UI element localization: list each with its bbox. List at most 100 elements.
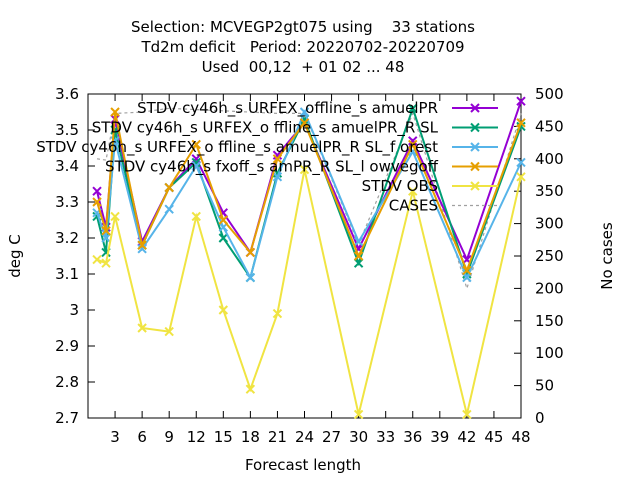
data-point	[353, 258, 364, 268]
data-point	[101, 226, 111, 236]
data-point	[299, 118, 310, 128]
series-line-3	[96, 109, 522, 281]
y-tick-label: 2.8	[55, 373, 79, 391]
data-point	[191, 157, 201, 168]
y2-tick-label: 50	[535, 377, 554, 395]
data-point	[92, 254, 102, 265]
legend-label: STDV cy46h_s URFEX_offline_s amuelPR	[137, 99, 438, 118]
x-tick-label: 6	[137, 428, 147, 446]
data-point	[245, 384, 256, 394]
data-point	[164, 204, 174, 214]
legend-label: CASES	[389, 197, 438, 215]
legend-label: STDV cy46h_s URFEX_o ffline_s amuelPR_R …	[92, 119, 439, 138]
chart-title: Selection: MCVEGP2gt075 using 33 station…	[131, 18, 475, 76]
legend-entry: STDV OBS	[362, 177, 498, 195]
data-point	[191, 154, 201, 164]
legend-entry: STDV cy46h_s URFEX_o ffline_s amuelPR_R …	[36, 138, 498, 157]
x-tick-label: 45	[484, 428, 503, 446]
series-line-5	[96, 169, 522, 415]
y2-tick-label: 0	[535, 409, 545, 427]
x-tick-label: 33	[376, 428, 395, 446]
data-point	[299, 164, 310, 175]
x-tick-label: 12	[187, 428, 206, 446]
y-tick-label: 3.2	[55, 229, 79, 247]
title-line-2: Td2m deficit Period: 20220702-20220709	[140, 38, 464, 56]
data-point	[218, 215, 229, 225]
y2-tick-label: 150	[535, 312, 564, 330]
legend-label: STDV OBS	[362, 177, 438, 195]
axis-ticks: 2.7 2.8 2.9 3 3.1 3.2 3.3 3.4 3.5 3.6 0 50 100 150 200…	[55, 85, 564, 446]
y-tick-label: 2.7	[55, 409, 79, 427]
data-point	[137, 244, 147, 254]
data-point	[164, 326, 174, 337]
y2-tick-label: 100	[535, 344, 564, 362]
legend-entry: STDV cy46h_s URFEX_offline_s amuelPR	[137, 99, 498, 118]
x-tick-label: 36	[403, 428, 422, 446]
data-point	[218, 233, 229, 243]
data-point	[245, 247, 256, 258]
data-point	[462, 409, 472, 420]
x-tick-label: 24	[295, 428, 314, 446]
y2-tick-label: 450	[535, 117, 564, 135]
y2-tick-label: 500	[535, 85, 564, 103]
series-layer	[92, 96, 526, 420]
y2-tick-label: 400	[535, 150, 564, 168]
legend-label: STDV cy46h_s fxoff_s amPR_R SL_l owvegof…	[105, 158, 439, 177]
data-point	[92, 197, 102, 207]
title-line-3: Used 00,12 + 01 02 ... 48	[202, 58, 405, 76]
title-line-1: Selection: MCVEGP2gt075 using 33 station…	[131, 18, 475, 36]
data-point	[101, 233, 111, 243]
x-tick-label: 15	[214, 428, 233, 446]
y-tick-label: 3.1	[55, 265, 79, 283]
data-point	[191, 161, 201, 171]
x-tick-label: 48	[511, 428, 530, 446]
y-tick-label: 3.3	[55, 193, 79, 211]
x-tick-label: 27	[322, 428, 341, 446]
data-point	[110, 211, 120, 222]
series-line-2	[96, 105, 522, 280]
data-point	[272, 308, 283, 319]
y-tick-label: 3.4	[55, 157, 79, 175]
data-point	[272, 150, 283, 160]
x-tick-label: 42	[457, 428, 476, 446]
data-point	[408, 103, 418, 114]
legend-label: STDV cy46h_s URFEX_o ffline_s amuelPR_R …	[36, 138, 438, 157]
data-point	[408, 136, 418, 146]
data-point	[462, 265, 472, 276]
data-point	[218, 305, 229, 315]
y-tick-label: 3.5	[55, 121, 79, 139]
y-tick-label: 2.9	[55, 337, 79, 355]
data-point	[272, 172, 283, 182]
data-point	[110, 107, 120, 117]
x-tick-label: 30	[349, 428, 368, 446]
data-point	[516, 157, 526, 168]
data-point	[516, 172, 526, 182]
data-point	[137, 323, 147, 333]
data-point	[299, 107, 310, 117]
x-tick-label: 9	[164, 428, 174, 446]
x-tick-label: 3	[110, 428, 120, 446]
data-point	[101, 258, 111, 268]
y-axis-label: deg C	[6, 234, 24, 278]
data-point	[408, 186, 418, 196]
x-axis-label: Forecast length	[245, 456, 361, 474]
y2-tick-label: 300	[535, 215, 564, 233]
data-point	[191, 139, 201, 150]
data-point	[245, 272, 256, 283]
legend-entry: STDV cy46h_s URFEX_o ffline_s amuelPR_R …	[92, 119, 498, 138]
y-tick-label: 3.6	[55, 85, 79, 103]
x-tick-label: 18	[241, 428, 260, 446]
y2-tick-label: 250	[535, 247, 564, 265]
data-point	[353, 409, 364, 420]
x-tick-label: 21	[268, 428, 287, 446]
series-line-4	[96, 111, 522, 274]
data-point	[408, 139, 418, 150]
data-point	[516, 118, 526, 128]
data-point	[353, 251, 364, 261]
legend-entry: STDV cy46h_s fxoff_s amPR_R SL_l owvegof…	[105, 158, 498, 177]
data-point	[272, 154, 283, 164]
data-point	[164, 182, 174, 193]
data-point	[462, 272, 472, 283]
data-point	[516, 96, 526, 106]
